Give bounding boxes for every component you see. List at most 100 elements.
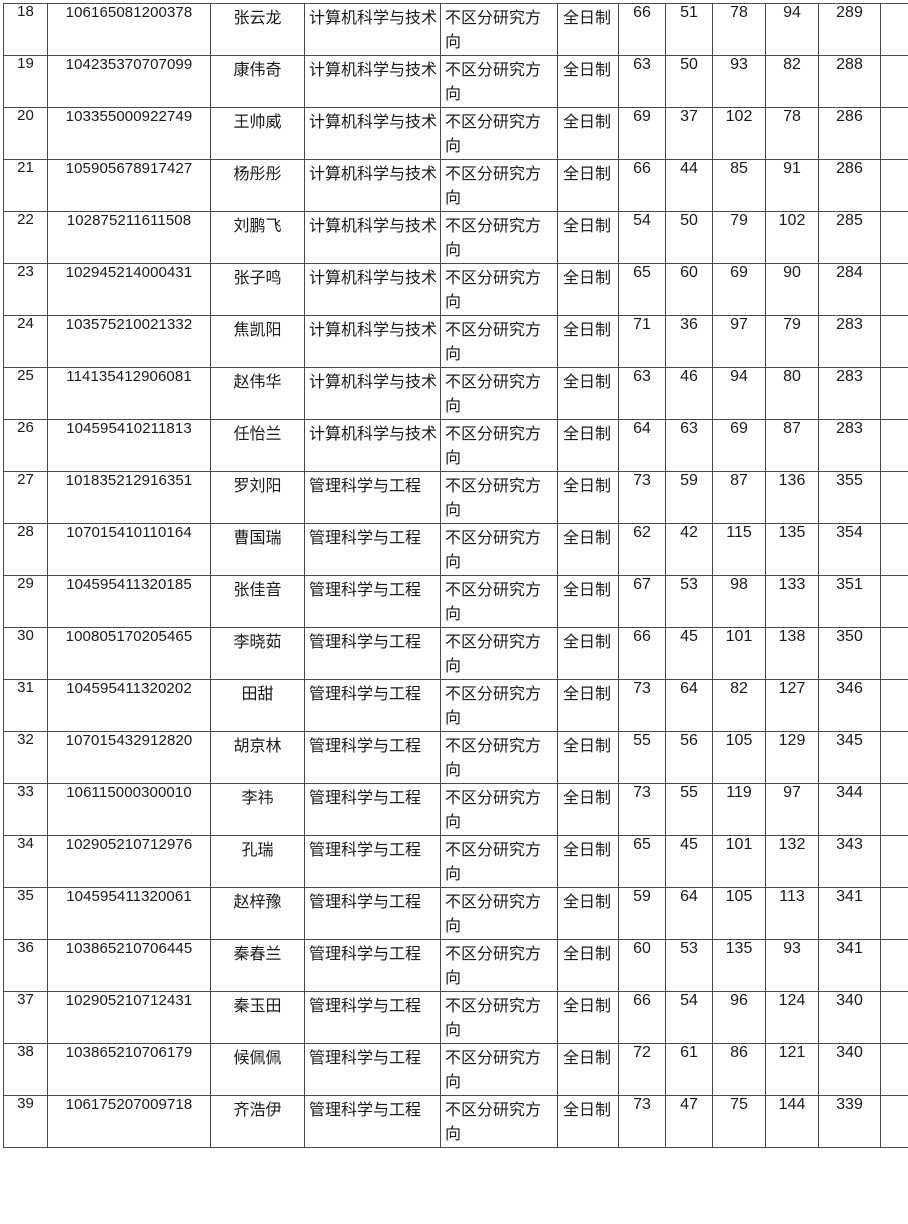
candidate-name-cell-text: 胡京林 — [233, 738, 282, 755]
row-index-cell-text: 27 — [17, 471, 34, 488]
table-row: 36 103865210706445 秦春兰 管理科学与工程 不区分研究方向 全日制 60 5… — [3, 939, 908, 992]
major-cell-text: 管理科学与工程 — [309, 686, 422, 703]
exam-id-cell: 106175207009718 — [47, 1095, 211, 1148]
subject-score-3-cell-text: 78 — [730, 4, 748, 21]
subject-score-3-cell-text: 79 — [730, 212, 748, 229]
subject-score-1-cell: 66 — [618, 627, 666, 680]
subject-score-2-cell: 45 — [665, 835, 713, 888]
total-score-cell-text: 343 — [836, 836, 863, 853]
study-mode-cell: 全日制 — [557, 211, 619, 264]
study-mode-cell: 全日制 — [557, 939, 619, 992]
candidate-name-cell: 罗刘阳 — [210, 471, 305, 524]
subject-score-4-cell-text: 94 — [783, 4, 801, 21]
remark-cell — [880, 211, 908, 264]
subject-score-1-cell: 63 — [618, 367, 666, 420]
exam-id-cell-text: 106165081200378 — [65, 4, 193, 21]
remark-cell — [880, 1095, 908, 1148]
row-index-cell: 35 — [3, 887, 48, 940]
subject-score-4-cell: 91 — [765, 159, 819, 212]
research-direction-cell-text: 不区分研究方向 — [445, 270, 542, 311]
table-row: 35 104595411320061 赵梓豫 管理科学与工程 不区分研究方向 全日制 59 6… — [3, 887, 908, 940]
subject-score-1-cell-text: 72 — [633, 1044, 651, 1061]
row-index-cell: 36 — [3, 939, 48, 992]
table-row: 28 107015410110164 曹国瑞 管理科学与工程 不区分研究方向 全日制 62 4… — [3, 523, 908, 576]
research-direction-cell: 不区分研究方向 — [440, 783, 558, 836]
research-direction-cell-text: 不区分研究方向 — [445, 842, 542, 883]
subject-score-1-cell: 69 — [618, 107, 666, 160]
study-mode-cell: 全日制 — [557, 419, 619, 472]
subject-score-2-cell: 50 — [665, 211, 713, 264]
candidate-name-cell: 张云龙 — [210, 3, 305, 56]
remark-cell — [880, 887, 908, 940]
remark-cell — [880, 367, 908, 420]
exam-id-cell-text: 100805170205465 — [65, 628, 193, 645]
major-cell-text: 管理科学与工程 — [309, 634, 422, 651]
subject-score-2-cell: 36 — [665, 315, 713, 368]
total-score-cell: 284 — [818, 263, 881, 316]
subject-score-3-cell: 79 — [712, 211, 766, 264]
research-direction-cell-text: 不区分研究方向 — [445, 686, 542, 727]
subject-score-4-cell-text: 80 — [783, 368, 801, 385]
subject-score-3-cell-text: 93 — [730, 56, 748, 73]
total-score-cell-text: 351 — [836, 576, 863, 593]
subject-score-4-cell: 93 — [765, 939, 819, 992]
study-mode-cell: 全日制 — [557, 731, 619, 784]
exam-id-cell-text: 106115000300010 — [66, 784, 192, 801]
candidate-name-cell: 李晓茹 — [210, 627, 305, 680]
row-index-cell-text: 30 — [17, 627, 34, 644]
subject-score-2-cell: 46 — [665, 367, 713, 420]
research-direction-cell: 不区分研究方向 — [440, 731, 558, 784]
exam-id-cell-text: 114135412906081 — [66, 368, 192, 385]
candidate-name-cell: 王帅威 — [210, 107, 305, 160]
row-index-cell: 37 — [3, 991, 48, 1044]
subject-score-3-cell: 96 — [712, 991, 766, 1044]
total-score-cell: 289 — [818, 3, 881, 56]
candidate-name-cell-text: 张佳音 — [233, 582, 282, 599]
candidate-name-cell-text: 刘鹏飞 — [233, 218, 282, 235]
research-direction-cell-text: 不区分研究方向 — [445, 582, 542, 623]
row-index-cell: 30 — [3, 627, 48, 680]
study-mode-cell-text: 全日制 — [563, 1102, 612, 1119]
subject-score-1-cell: 54 — [618, 211, 666, 264]
study-mode-cell: 全日制 — [557, 627, 619, 680]
subject-score-4-cell-text: 79 — [783, 316, 801, 333]
candidate-name-cell-text: 秦玉田 — [233, 998, 282, 1015]
row-index-cell: 33 — [3, 783, 48, 836]
research-direction-cell-text: 不区分研究方向 — [445, 322, 542, 363]
exam-id-cell-text: 103865210706179 — [65, 1044, 193, 1061]
row-index-cell: 23 — [3, 263, 48, 316]
research-direction-cell: 不区分研究方向 — [440, 939, 558, 992]
subject-score-4-cell: 102 — [765, 211, 819, 264]
subject-score-3-cell: 135 — [712, 939, 766, 992]
subject-score-3-cell-text: 85 — [730, 160, 748, 177]
subject-score-3-cell-text: 135 — [725, 940, 753, 957]
candidate-name-cell-text: 任怡兰 — [233, 426, 282, 443]
exam-id-cell: 107015432912820 — [47, 731, 211, 784]
total-score-cell-text: 344 — [836, 784, 863, 801]
row-index-cell: 25 — [3, 367, 48, 420]
major-cell: 管理科学与工程 — [304, 939, 441, 992]
candidate-name-cell-text: 康伟奇 — [233, 62, 282, 79]
subject-score-3-cell-text: 94 — [730, 368, 748, 385]
subject-score-4-cell-text: 87 — [783, 420, 801, 437]
subject-score-1-cell-text: 73 — [633, 472, 651, 489]
subject-score-4-cell-text: 127 — [778, 680, 806, 697]
total-score-cell: 285 — [818, 211, 881, 264]
subject-score-2-cell-text: 36 — [680, 316, 698, 333]
row-index-cell: 38 — [3, 1043, 48, 1096]
admission-score-table: 18 106165081200378 张云龙 计算机科学与技术 不区分研究方向 全日制 66… — [3, 3, 908, 1148]
subject-score-2-cell-text: 53 — [680, 940, 698, 957]
study-mode-cell-text: 全日制 — [563, 738, 612, 755]
subject-score-4-cell: 124 — [765, 991, 819, 1044]
study-mode-cell: 全日制 — [557, 3, 619, 56]
subject-score-2-cell: 64 — [665, 887, 713, 940]
total-score-cell: 286 — [818, 107, 881, 160]
subject-score-4-cell: 82 — [765, 55, 819, 108]
table-row: 25 114135412906081 赵伟华 计算机科学与技术 不区分研究方向 全日制 63… — [3, 367, 908, 420]
subject-score-3-cell-text: 102 — [725, 108, 753, 125]
study-mode-cell: 全日制 — [557, 315, 619, 368]
subject-score-2-cell: 63 — [665, 419, 713, 472]
table-row: 37 102905210712431 秦玉田 管理科学与工程 不区分研究方向 全日制 66 5… — [3, 991, 908, 1044]
subject-score-4-cell: 79 — [765, 315, 819, 368]
row-index-cell-text: 19 — [17, 55, 34, 72]
